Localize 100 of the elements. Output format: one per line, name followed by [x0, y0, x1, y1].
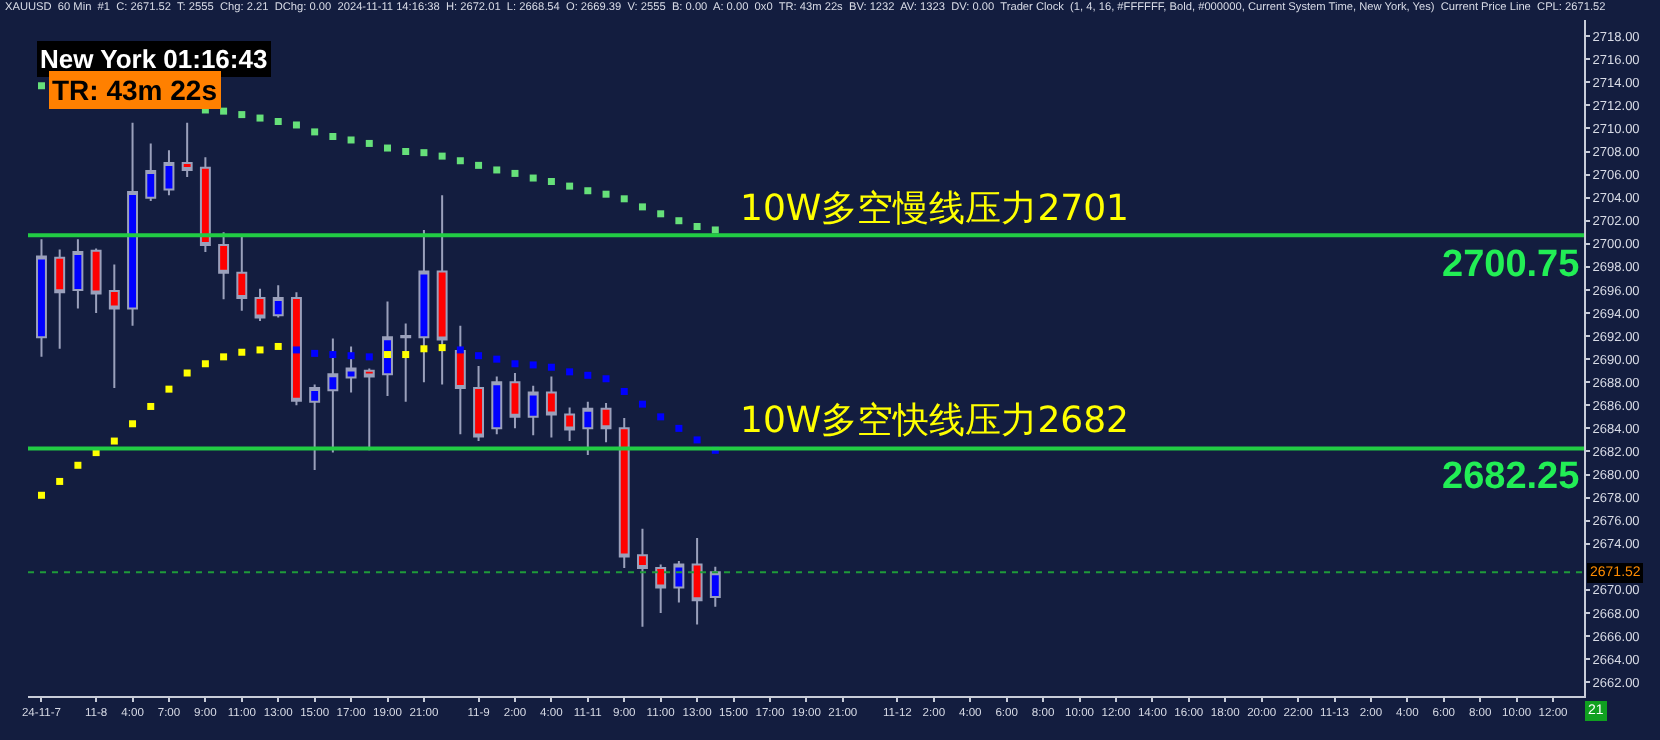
point	[511, 169, 519, 177]
candlestick	[691, 536, 703, 626]
candlestick	[72, 238, 84, 310]
point	[638, 400, 646, 408]
point	[220, 107, 228, 115]
point	[365, 353, 373, 361]
point	[165, 385, 173, 393]
candlestick	[418, 228, 430, 384]
point	[37, 491, 45, 499]
point	[638, 203, 646, 211]
point	[256, 346, 264, 354]
annotation: 10W多空慢线压力2701	[740, 188, 1130, 230]
candlestick	[454, 324, 466, 436]
candlestick	[673, 560, 685, 604]
point	[456, 157, 464, 165]
point	[384, 351, 391, 359]
candlestick	[199, 156, 211, 253]
candlestick	[637, 527, 648, 628]
candlestick	[527, 384, 539, 437]
point	[675, 217, 683, 225]
candlestick	[236, 235, 248, 312]
point	[183, 369, 191, 377]
point	[547, 178, 555, 185]
point	[566, 368, 574, 376]
point	[584, 187, 592, 195]
candlestick	[618, 416, 630, 569]
point	[256, 114, 264, 122]
candlestick	[491, 375, 503, 436]
candlestick	[655, 563, 667, 614]
point	[493, 355, 501, 363]
candlestick	[600, 401, 612, 444]
candlestick	[473, 365, 485, 443]
point	[274, 342, 282, 350]
candlestick	[709, 565, 721, 608]
ref-line-label: 2700.75	[1442, 244, 1581, 286]
candlestick	[218, 231, 230, 301]
annotation: 10W多空快线压力2682	[740, 400, 1130, 442]
candlestick	[90, 247, 102, 315]
point	[693, 436, 701, 444]
point	[147, 402, 155, 410]
point	[37, 82, 45, 90]
point	[238, 111, 246, 119]
point	[129, 420, 137, 428]
point	[547, 363, 555, 371]
point	[584, 371, 592, 379]
candlestick	[36, 238, 47, 358]
point	[602, 375, 610, 383]
candlestick	[327, 337, 339, 454]
candlestick	[272, 284, 284, 319]
point	[74, 461, 82, 469]
point	[475, 161, 483, 169]
point	[456, 346, 464, 354]
point	[566, 182, 574, 190]
point	[620, 195, 628, 203]
point	[274, 118, 282, 126]
ref-line-label: 2682.25	[1442, 456, 1581, 498]
annotation: TR: 43m 22s	[52, 74, 218, 106]
point	[402, 351, 410, 359]
point	[347, 352, 355, 360]
point	[657, 413, 665, 421]
point	[438, 152, 446, 160]
point	[329, 351, 337, 359]
annotation: New York 01:16:43	[40, 44, 268, 74]
point	[384, 144, 391, 152]
candlestick	[400, 322, 412, 403]
candlestick	[436, 194, 448, 386]
candlestick	[564, 406, 576, 443]
point	[529, 174, 537, 182]
candlestick	[127, 121, 138, 327]
candlestick	[545, 375, 557, 439]
point	[311, 349, 319, 357]
point	[365, 139, 373, 147]
point	[657, 210, 665, 218]
point	[420, 345, 428, 353]
point	[602, 190, 610, 198]
point	[420, 149, 428, 157]
point	[292, 346, 300, 354]
candlestick	[108, 263, 120, 389]
candlestick	[509, 372, 521, 430]
candlestick	[254, 287, 266, 323]
candlestick	[145, 142, 157, 203]
point	[347, 136, 355, 144]
point	[311, 128, 319, 136]
point	[110, 437, 118, 445]
point	[493, 166, 501, 174]
candlestick	[582, 400, 594, 456]
candlestick	[345, 345, 357, 394]
candlestick	[309, 383, 321, 471]
point	[56, 477, 64, 485]
point	[475, 352, 483, 360]
candlestick	[163, 149, 175, 197]
point	[201, 360, 209, 368]
point	[402, 148, 410, 155]
point	[220, 353, 228, 361]
candlestick	[181, 121, 193, 178]
point	[529, 361, 537, 369]
candlestick	[363, 367, 375, 452]
candlestick	[54, 248, 66, 350]
point	[620, 387, 628, 395]
point	[675, 424, 683, 432]
